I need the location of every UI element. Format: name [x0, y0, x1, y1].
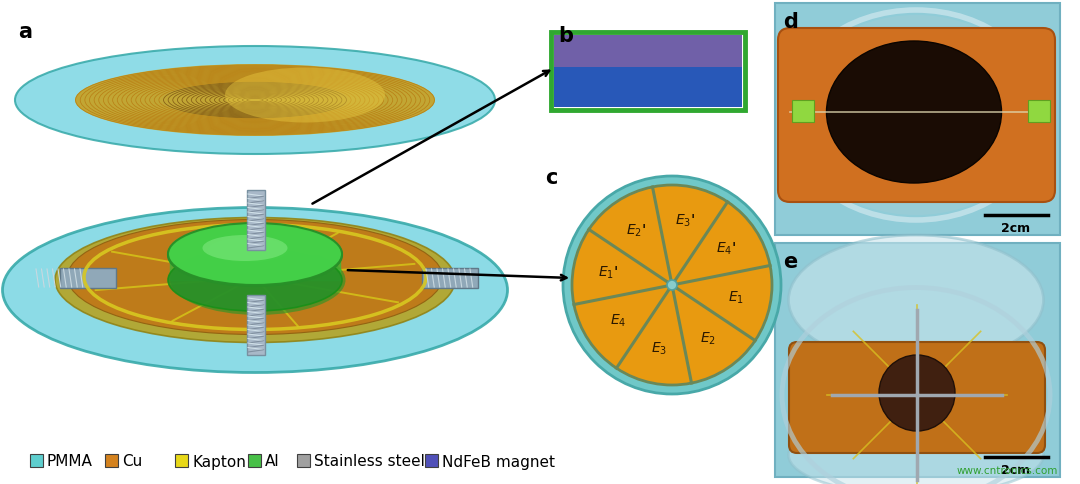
Ellipse shape [55, 217, 455, 343]
Ellipse shape [67, 220, 443, 334]
Bar [551, 32, 745, 110]
Ellipse shape [225, 67, 384, 122]
Circle shape [563, 176, 781, 394]
FancyBboxPatch shape [422, 268, 478, 288]
Bar [1028, 100, 1050, 122]
Text: $E_{3}$': $E_{3}$' [675, 213, 694, 229]
Text: e: e [783, 252, 797, 272]
Text: d: d [783, 12, 798, 32]
Text: $E_{1}$: $E_{1}$ [728, 289, 744, 306]
Circle shape [879, 355, 955, 431]
FancyBboxPatch shape [60, 268, 116, 288]
Text: Kapton: Kapton [192, 454, 246, 469]
Ellipse shape [791, 15, 1041, 215]
Text: PMMA: PMMA [48, 454, 93, 469]
Text: Stainless steel: Stainless steel [314, 454, 424, 469]
Text: b: b [558, 26, 573, 46]
Text: www.cntronics.com: www.cntronics.com [957, 466, 1058, 476]
Bar [775, 3, 1059, 235]
Ellipse shape [171, 245, 346, 315]
Bar [792, 100, 814, 122]
Text: $E_{4}$: $E_{4}$ [610, 313, 626, 329]
Ellipse shape [208, 238, 288, 262]
Text: NdFeB magnet: NdFeB magnet [442, 454, 555, 469]
Text: $E_{3}$: $E_{3}$ [651, 341, 667, 357]
Text: Al: Al [265, 454, 280, 469]
Text: $E_{2}$': $E_{2}$' [625, 223, 646, 239]
FancyBboxPatch shape [247, 295, 265, 355]
Text: $E_{1}$': $E_{1}$' [598, 264, 619, 281]
Bar [30, 454, 43, 467]
Ellipse shape [75, 64, 435, 136]
Circle shape [667, 280, 677, 290]
Bar [426, 454, 438, 467]
Circle shape [572, 185, 772, 385]
Bar [248, 454, 261, 467]
Ellipse shape [788, 235, 1043, 365]
Ellipse shape [788, 415, 1043, 484]
Bar [554, 35, 742, 67]
Ellipse shape [168, 223, 342, 285]
Ellipse shape [168, 224, 342, 286]
Ellipse shape [168, 249, 342, 311]
Text: Cu: Cu [122, 454, 143, 469]
Text: 2cm: 2cm [1001, 464, 1030, 477]
Bar [105, 454, 118, 467]
Text: $E_{4}$': $E_{4}$' [716, 241, 737, 257]
Text: 2cm: 2cm [1001, 222, 1030, 235]
Text: $E_{2}$: $E_{2}$ [700, 331, 716, 347]
FancyBboxPatch shape [778, 28, 1055, 202]
Bar [775, 243, 1059, 477]
Ellipse shape [15, 46, 495, 154]
Text: a: a [18, 22, 32, 42]
Ellipse shape [203, 235, 287, 261]
Bar [175, 454, 188, 467]
Bar [554, 67, 742, 107]
Bar [297, 454, 310, 467]
Ellipse shape [826, 41, 1001, 183]
FancyBboxPatch shape [247, 190, 265, 250]
Ellipse shape [2, 208, 508, 373]
FancyBboxPatch shape [789, 342, 1045, 453]
Text: c: c [545, 168, 557, 188]
